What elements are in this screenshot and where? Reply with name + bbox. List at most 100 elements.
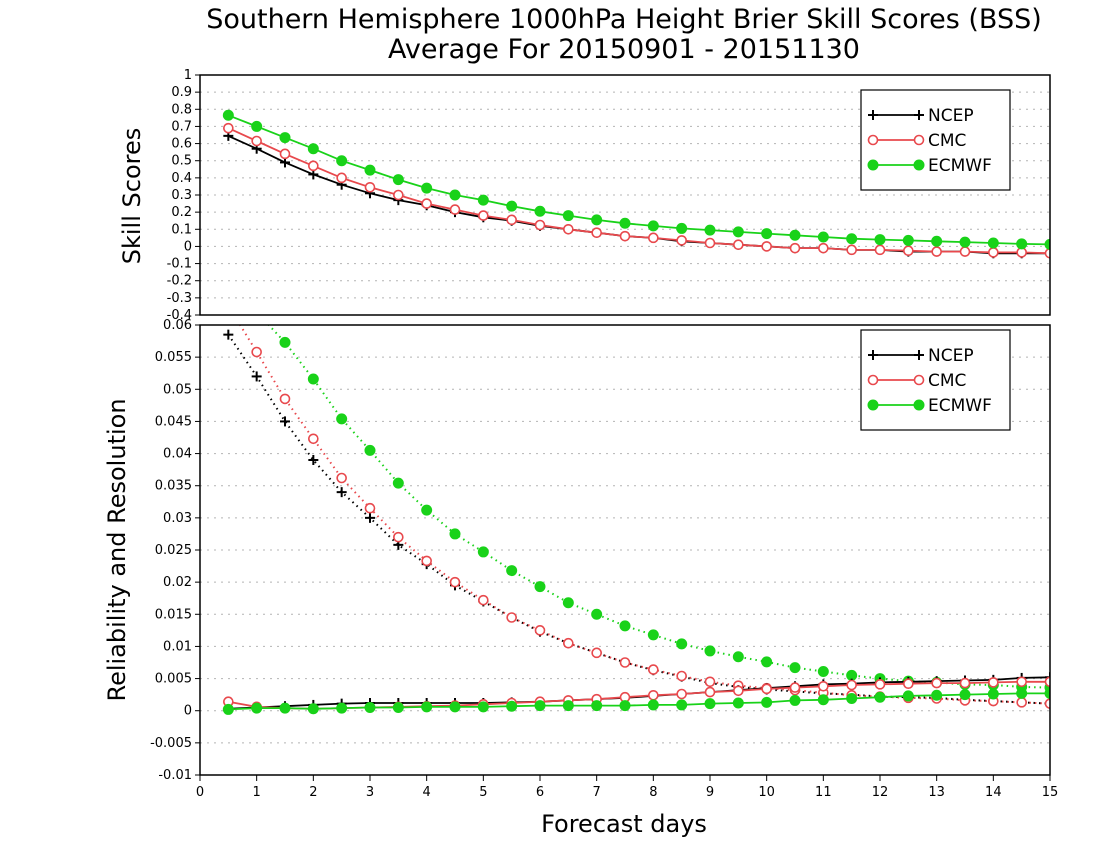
data-point (676, 688, 687, 700)
y-tick-label: 0.045 (155, 414, 192, 429)
data-point (704, 237, 716, 249)
x-tick-label: 13 (928, 785, 945, 800)
y-tick-label: 0.8 (171, 102, 192, 117)
data-point (421, 701, 433, 713)
y-tick-label: 0.03 (163, 511, 192, 526)
x-tick-label: 3 (366, 785, 374, 800)
x-tick-label: 11 (815, 785, 832, 800)
legend-marker-left (868, 350, 878, 360)
data-point (280, 416, 290, 427)
x-tick-label: 6 (536, 785, 544, 800)
data-point (506, 612, 517, 623)
data-point (761, 228, 773, 240)
data-point (733, 239, 744, 251)
data-point (903, 678, 914, 690)
y-tick-label: -0.1 (167, 257, 192, 272)
data-point (902, 234, 914, 246)
data-point (251, 135, 262, 147)
data-point (279, 132, 291, 144)
data-point (308, 433, 319, 445)
data-point (421, 182, 433, 194)
data-point (761, 683, 772, 695)
data-point (1016, 697, 1027, 708)
data-point (364, 164, 376, 176)
data-point (307, 373, 319, 385)
data-point (846, 244, 857, 256)
y-tick-label: 0.7 (171, 119, 192, 134)
data-point (647, 699, 659, 711)
x-tick-label: 4 (423, 785, 431, 800)
y-tick-label: -0.3 (167, 291, 192, 306)
x-tick-label: 8 (649, 785, 657, 800)
series-line (267, 325, 1050, 689)
data-point (223, 281, 233, 291)
data-point (364, 702, 376, 713)
reliability-resolution-panel: -0.01 -0.005 0 0.005 0.01 0.015 0.02 0.025 0.03 0… (150, 281, 1059, 800)
data-point (1044, 687, 1050, 699)
data-point (789, 229, 801, 241)
data-point (1045, 672, 1050, 683)
y-tick-label: 1 (184, 68, 192, 83)
data-point (1044, 676, 1050, 688)
x-tick-label: 14 (985, 785, 1002, 800)
data-point (902, 690, 914, 702)
data-point (647, 220, 659, 232)
data-point (874, 679, 886, 690)
data-point (874, 234, 886, 246)
data-point (676, 670, 687, 682)
data-point (563, 223, 574, 235)
data-point (251, 120, 263, 132)
data-point (1016, 238, 1028, 250)
data-point (591, 227, 602, 239)
data-point (336, 472, 347, 484)
data-point (704, 645, 716, 657)
data-point (336, 155, 348, 167)
data-point (224, 301, 233, 310)
data-point (251, 346, 262, 358)
legend-item-ncep: NCEP (868, 346, 974, 366)
data-point (562, 597, 574, 609)
data-point (477, 546, 489, 558)
data-point (1016, 676, 1027, 688)
y-tick-label: 0.05 (163, 382, 192, 397)
x-tick-label: 9 (706, 785, 714, 800)
data-point (704, 224, 716, 236)
data-point (449, 701, 461, 713)
data-point (392, 702, 404, 713)
legend-item-cmc: CMC (867, 131, 966, 151)
data-point (1016, 687, 1028, 699)
data-point (987, 237, 999, 249)
data-point (534, 581, 546, 593)
data-point (279, 336, 291, 348)
title-line-2: Average For 20150901 - 20151130 (388, 34, 860, 65)
y-tick-label: 0.02 (163, 575, 192, 590)
y-tick-label: 0.06 (163, 318, 192, 333)
data-point (562, 210, 574, 222)
y-tick-label: 0.1 (171, 222, 192, 237)
data-point (761, 656, 773, 668)
data-point (365, 512, 375, 523)
data-point (336, 702, 348, 714)
data-point (563, 637, 574, 649)
data-point (846, 233, 858, 245)
y-tick-label: -0.005 (150, 736, 192, 751)
data-point (733, 685, 744, 697)
legend-item-ecmwf: ECMWF (867, 396, 992, 416)
data-point (648, 232, 659, 244)
series-cmc-dotted (224, 301, 1050, 709)
data-point (251, 702, 263, 714)
legend-label: NCEP (928, 346, 974, 366)
data-point (222, 109, 234, 121)
legend-label: CMC (928, 131, 966, 151)
y-tick-label: 0.5 (171, 154, 192, 169)
data-point (421, 504, 433, 516)
data-point (959, 677, 971, 689)
x-tick-label: 15 (1042, 785, 1059, 800)
legend: NCEP CMC ECMWF (860, 89, 1011, 191)
x-axis-label: Forecast days (541, 810, 707, 838)
y-tick-label: 0.2 (171, 205, 192, 220)
data-point (478, 210, 489, 221)
x-tick-label: 5 (479, 785, 487, 800)
data-point (478, 594, 489, 606)
data-point (619, 230, 631, 242)
